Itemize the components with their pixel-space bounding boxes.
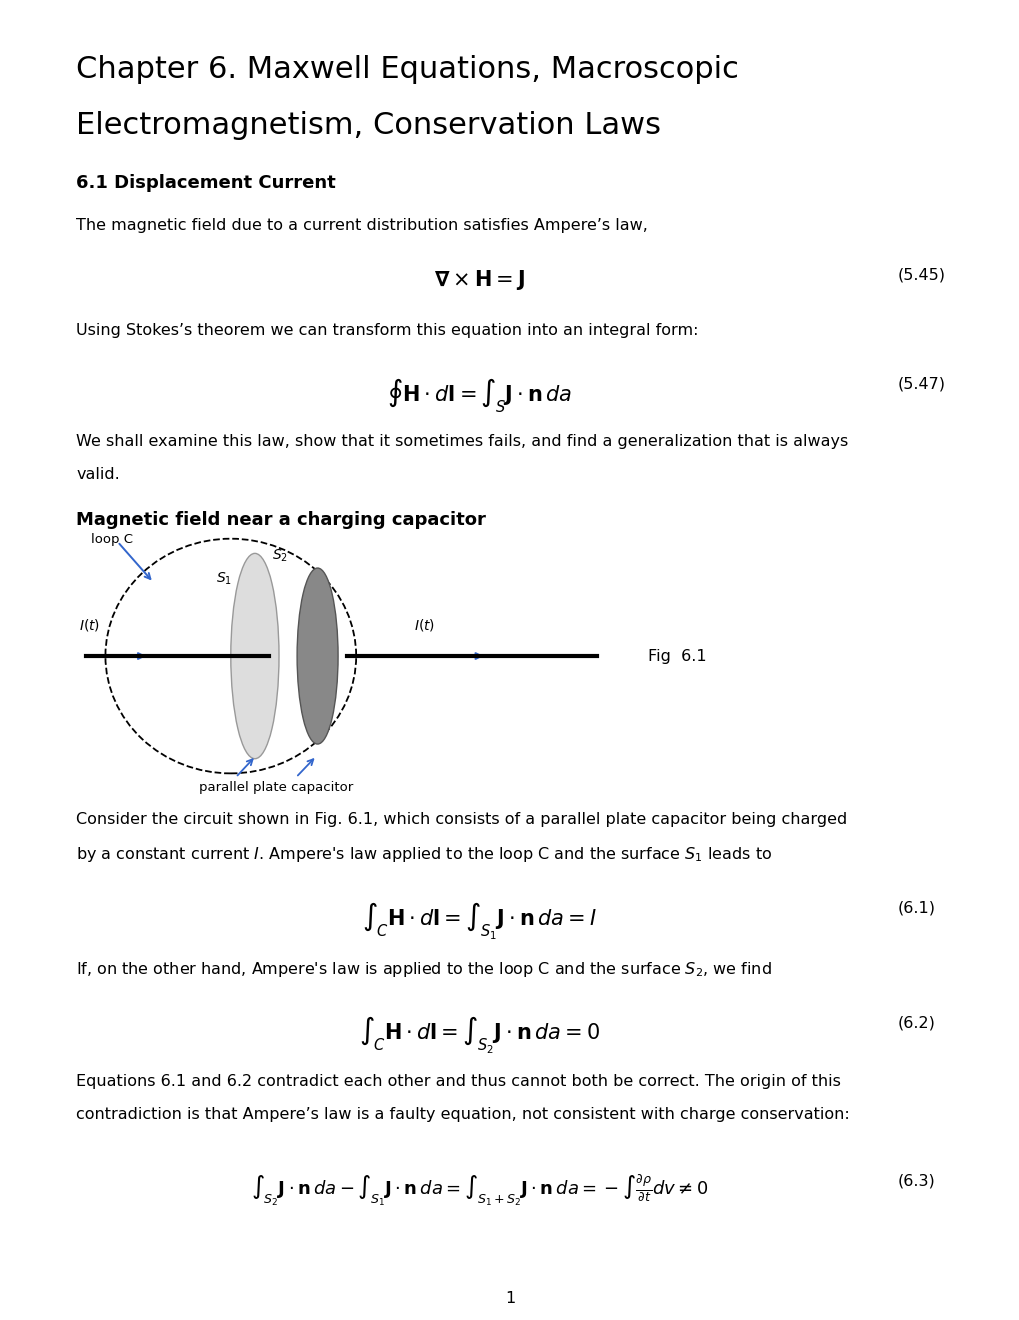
Text: $\int_{S_2} \mathbf{J} \cdot \mathbf{n}\, da - \int_{S_1} \mathbf{J} \cdot \math: $\int_{S_2} \mathbf{J} \cdot \mathbf{n}\… [251,1173,707,1209]
Ellipse shape [230,553,279,759]
Text: (6.3): (6.3) [897,1173,934,1188]
Text: $I(t)$: $I(t)$ [78,616,100,632]
Text: (5.47): (5.47) [897,376,945,391]
Text: Consider the circuit shown in Fig. 6.1, which consists of a parallel plate capac: Consider the circuit shown in Fig. 6.1, … [76,812,847,826]
Text: $\oint \mathbf{H} \cdot d\mathbf{l} = \int_S \mathbf{J} \cdot \mathbf{n}\, da$: $\oint \mathbf{H} \cdot d\mathbf{l} = \i… [386,376,572,414]
Text: Equations 6.1 and 6.2 contradict each other and thus cannot both be correct. The: Equations 6.1 and 6.2 contradict each ot… [76,1074,841,1089]
Text: (6.1): (6.1) [897,900,934,915]
Text: $\int_C \mathbf{H} \cdot d\mathbf{l} = \int_{S_2} \mathbf{J} \cdot \mathbf{n}\, : $\int_C \mathbf{H} \cdot d\mathbf{l} = \… [359,1015,599,1056]
Text: 6.1 Displacement Current: 6.1 Displacement Current [76,174,336,193]
Text: parallel plate capacitor: parallel plate capacitor [200,781,354,795]
Text: 1: 1 [504,1291,515,1305]
Text: Fig  6.1: Fig 6.1 [647,649,705,664]
Text: $\mathbf{\nabla} \times \mathbf{H} = \mathbf{J}$: $\mathbf{\nabla} \times \mathbf{H} = \ma… [433,268,525,292]
Text: Using Stokes’s theorem we can transform this equation into an integral form:: Using Stokes’s theorem we can transform … [76,323,698,338]
Text: $I(t)$: $I(t)$ [414,616,435,632]
Text: contradiction is that Ampere’s law is a faulty equation, not consistent with cha: contradiction is that Ampere’s law is a … [76,1107,850,1122]
Text: valid.: valid. [76,467,120,482]
Text: Magnetic field near a charging capacitor: Magnetic field near a charging capacitor [76,511,486,529]
Text: We shall examine this law, show that it sometimes fails, and find a generalizati: We shall examine this law, show that it … [76,434,848,449]
Text: $\int_C \mathbf{H} \cdot d\mathbf{l} = \int_{S_1} \mathbf{J} \cdot \mathbf{n}\, : $\int_C \mathbf{H} \cdot d\mathbf{l} = \… [362,900,596,941]
Text: (5.45): (5.45) [897,268,945,282]
Text: If, on the other hand, Ampere's law is applied to the loop C and the surface $S_: If, on the other hand, Ampere's law is a… [76,960,771,978]
Ellipse shape [297,568,337,744]
Text: by a constant current $I$. Ampere's law applied to the loop C and the surface $S: by a constant current $I$. Ampere's law … [76,845,772,863]
Text: $S_2$: $S_2$ [271,548,287,564]
Text: Chapter 6. Maxwell Equations, Macroscopic: Chapter 6. Maxwell Equations, Macroscopi… [76,55,739,84]
Text: loop C: loop C [91,533,132,546]
Text: $S_1$: $S_1$ [216,572,232,587]
Text: The magnetic field due to a current distribution satisfies Ampere’s law,: The magnetic field due to a current dist… [76,218,648,232]
Text: (6.2): (6.2) [897,1015,934,1030]
Text: Electromagnetism, Conservation Laws: Electromagnetism, Conservation Laws [76,111,661,140]
